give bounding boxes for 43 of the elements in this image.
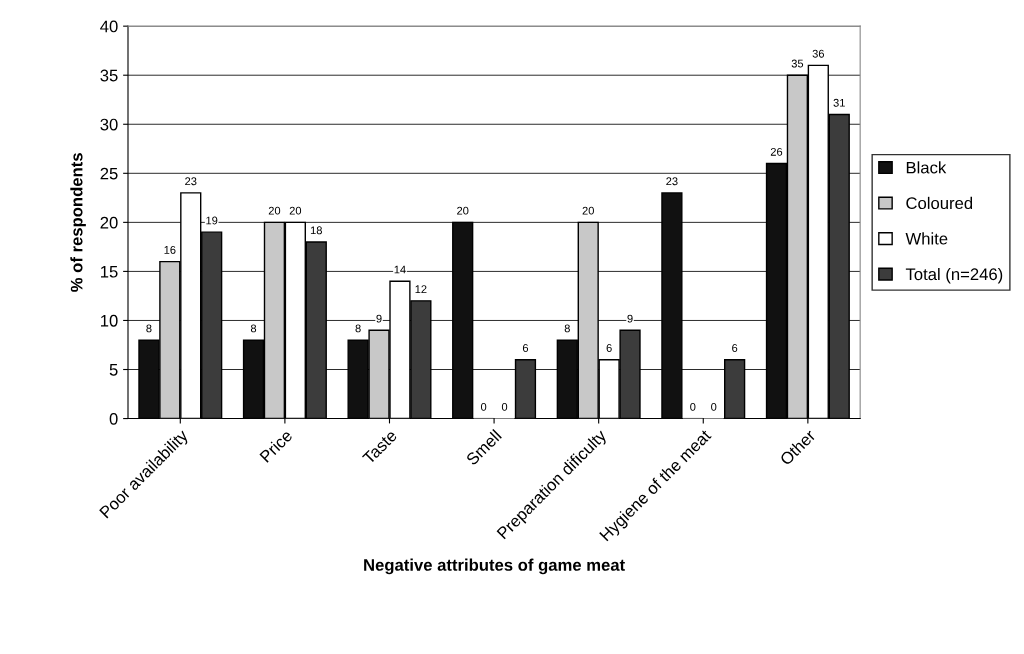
legend-label: Total (n=246): [905, 267, 1003, 284]
data-label: 14: [394, 265, 406, 274]
y-tick-label: 30: [100, 118, 118, 131]
y-axis-title: % of respondents: [70, 153, 86, 292]
data-label: 8: [355, 324, 361, 333]
data-label: 20: [289, 206, 302, 215]
data-label: 23: [185, 177, 197, 186]
data-label: 36: [812, 49, 825, 58]
y-tick-label: 25: [100, 167, 118, 180]
x-axis-title: Negative attributes of game meat: [364, 558, 625, 575]
data-label: 0: [480, 402, 487, 411]
y-tick-label: 35: [100, 69, 118, 82]
data-label: 6: [732, 344, 738, 352]
data-label: 9: [627, 314, 633, 323]
y-tick-label: 5: [109, 364, 118, 376]
data-label: 8: [564, 324, 570, 333]
data-label: 9: [376, 314, 382, 323]
data-label: 0: [501, 402, 508, 411]
y-tick-label: 10: [101, 314, 118, 327]
data-label: 20: [457, 206, 469, 215]
data-label: 19: [206, 216, 218, 225]
y-tick-label: 40: [100, 20, 118, 33]
y-tick-label: 0: [109, 412, 118, 425]
data-label: 20: [582, 206, 594, 215]
data-label: 8: [250, 324, 257, 333]
data-label: 23: [666, 177, 678, 186]
data-label: 0: [690, 402, 696, 411]
data-label: 8: [146, 324, 152, 333]
data-label: 0: [711, 402, 717, 411]
data-label: 31: [833, 98, 845, 107]
legend-label: Coloured: [906, 196, 973, 210]
data-label: 6: [606, 344, 612, 352]
data-label: 6: [522, 344, 529, 352]
y-tick-label: 15: [101, 265, 118, 278]
data-label: 16: [164, 245, 176, 254]
data-label: 12: [415, 285, 427, 293]
data-label: 18: [310, 226, 322, 235]
legend-label: White: [905, 232, 948, 245]
data-label: 35: [791, 59, 804, 68]
legend-label: Black: [906, 161, 947, 174]
data-label: 26: [770, 147, 783, 156]
y-tick-label: 20: [100, 216, 118, 229]
data-label: 20: [268, 206, 281, 215]
